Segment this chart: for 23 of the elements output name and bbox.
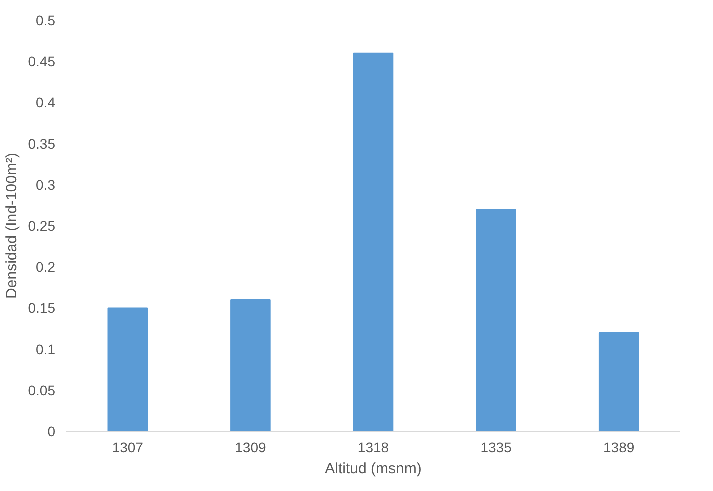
bar (476, 209, 516, 432)
x-tick-label: 1389 (604, 440, 635, 456)
x-tick-label: 1335 (480, 440, 512, 456)
y-tick-label: 0.15 (28, 300, 56, 316)
bar (108, 308, 148, 432)
bar (598, 332, 640, 432)
x-tick-label: 1318 (358, 440, 390, 456)
y-tick-label: 0 (48, 424, 56, 440)
y-tick-label: 0.5 (36, 12, 56, 28)
y-tick-label: 0.3 (36, 176, 56, 193)
y-axis-title: Densidad (Ind-100m²) (3, 153, 20, 299)
y-tick-label: 0.2 (36, 259, 56, 276)
bar (230, 299, 271, 432)
y-tick-label: 0.05 (28, 382, 56, 398)
x-axis-title: Altitud (msnm) (325, 460, 422, 478)
y-tick-label: 0.1 (36, 341, 56, 358)
y-tick-label: 0.4 (36, 94, 56, 111)
x-tick-label: 1307 (112, 440, 144, 456)
bar (353, 52, 394, 432)
y-tick-label: 0.25 (28, 218, 56, 234)
x-tick-label: 1309 (235, 440, 266, 456)
y-tick-label: 0.35 (28, 136, 56, 152)
y-tick-label: 0.45 (28, 54, 56, 70)
